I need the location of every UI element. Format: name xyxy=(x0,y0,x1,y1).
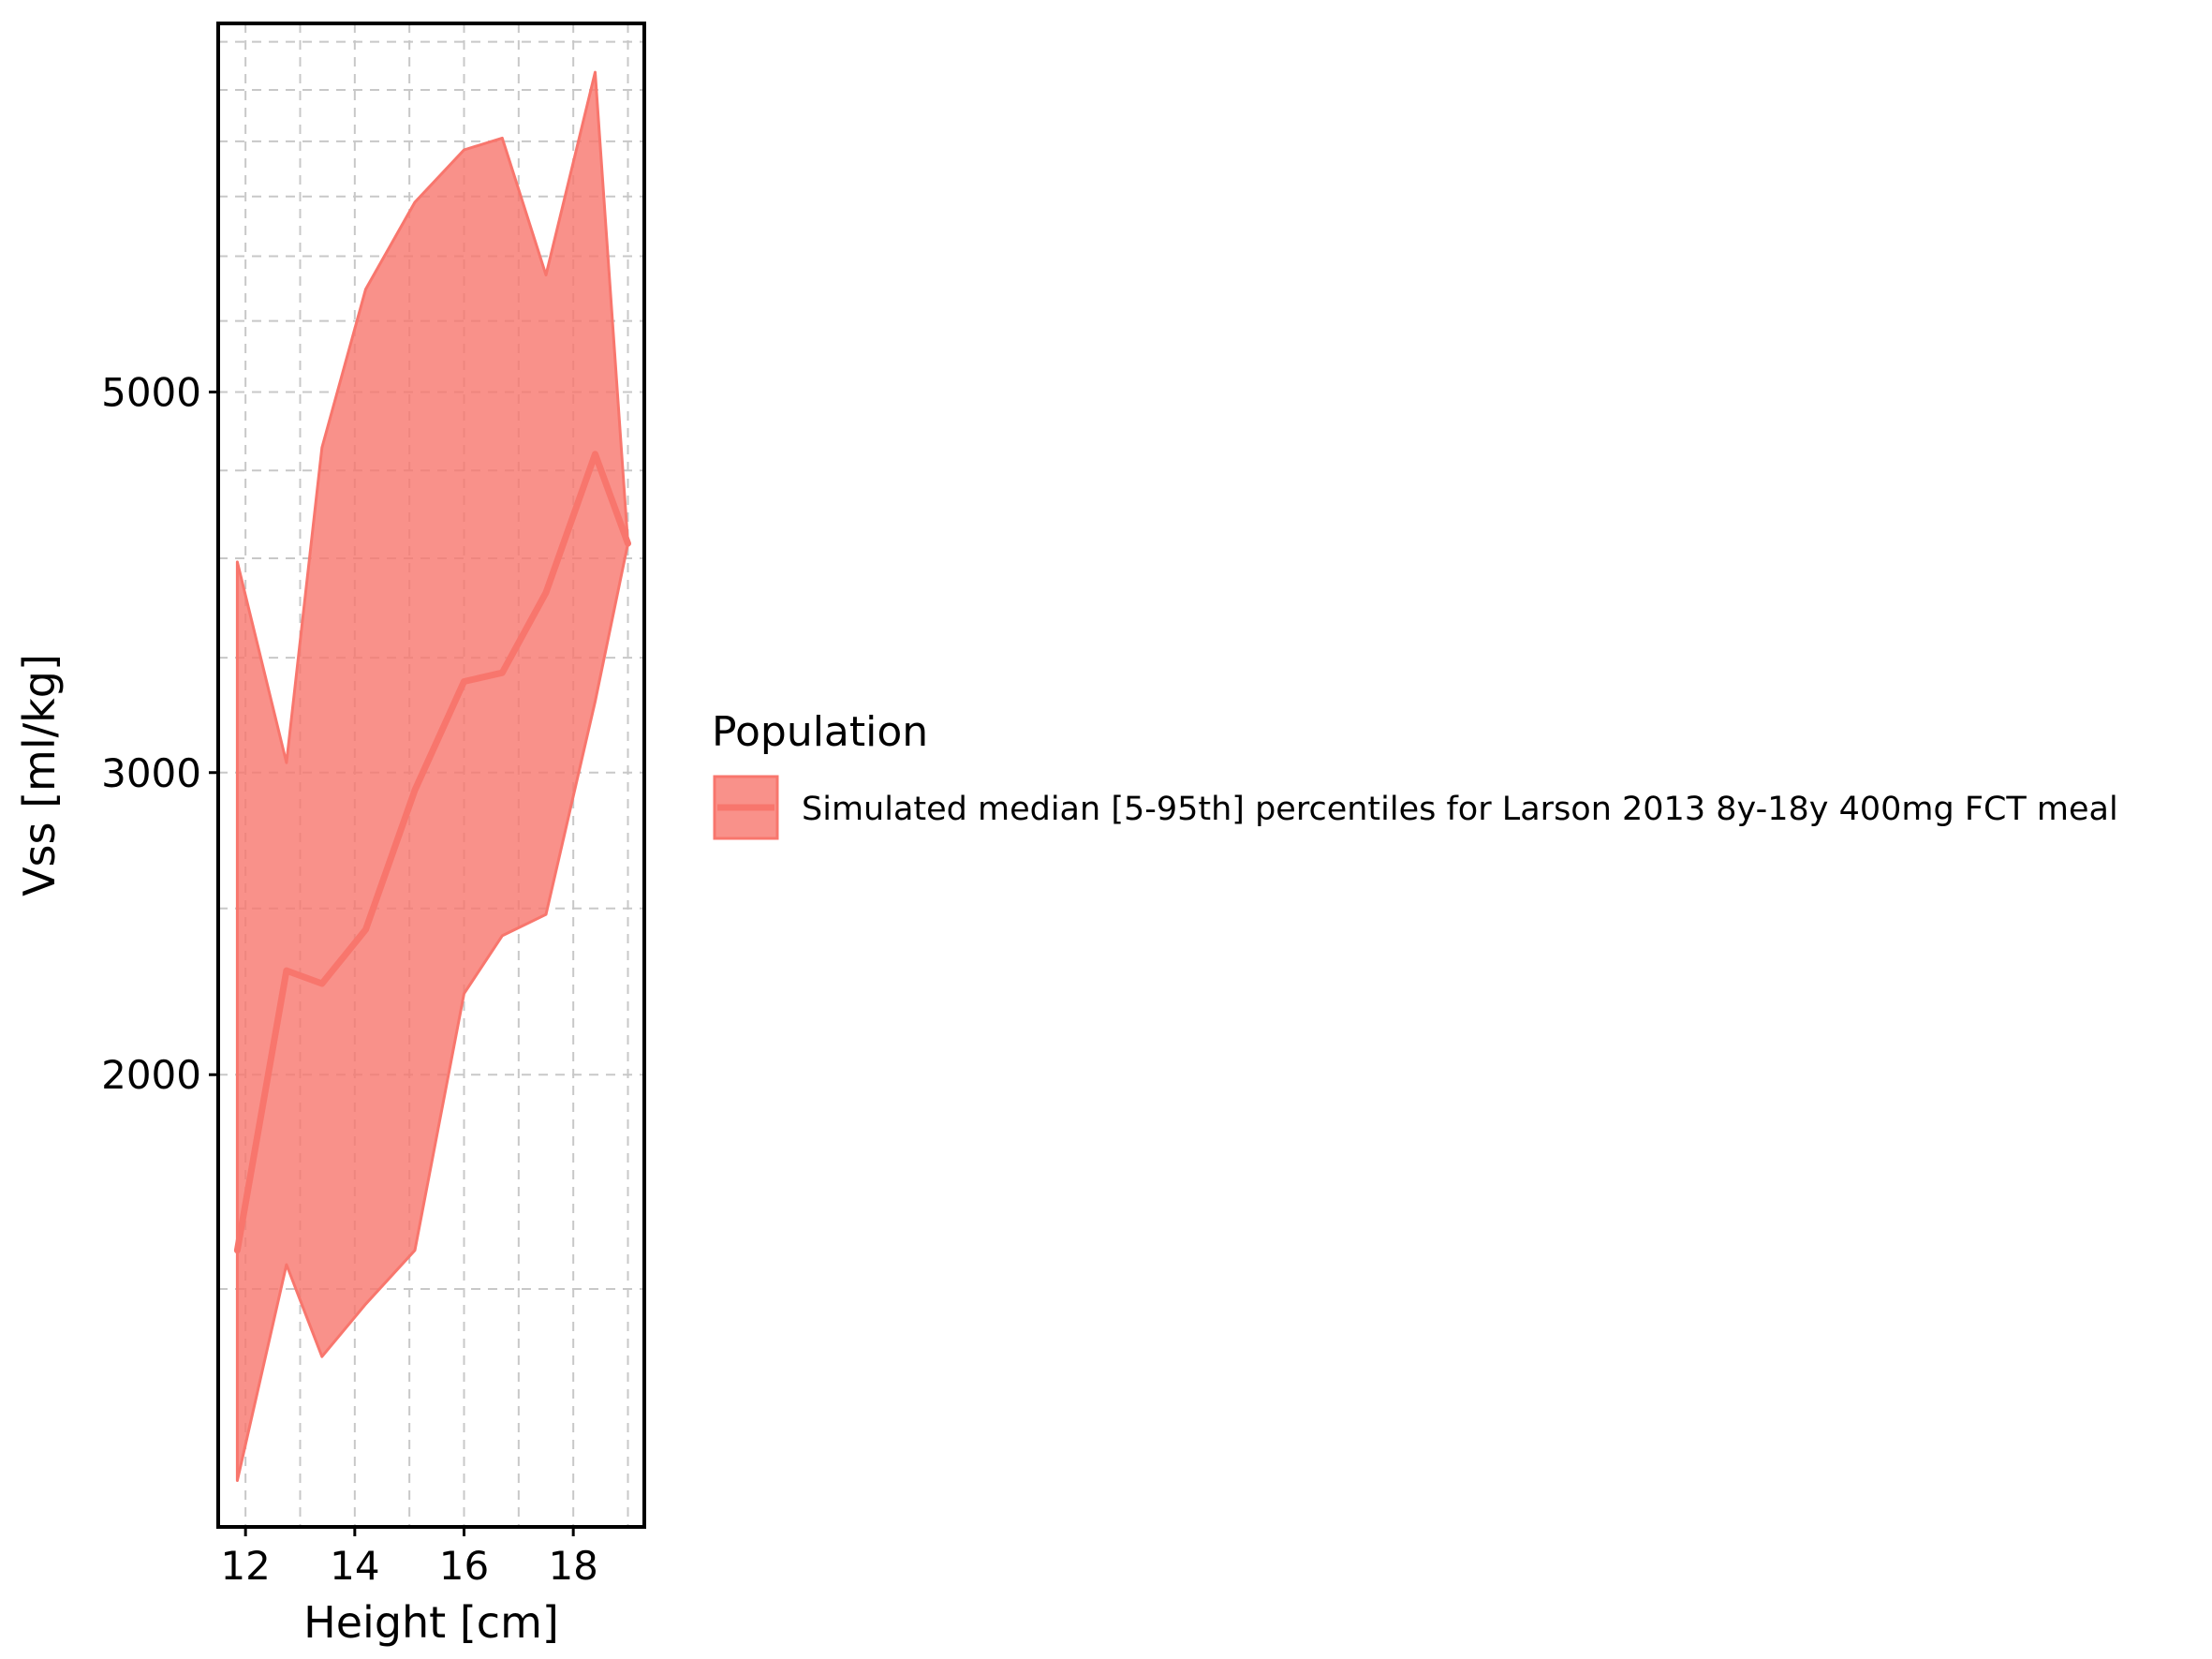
chart-marks xyxy=(233,70,631,1482)
median-line xyxy=(233,451,631,1254)
y-axis-label: Vss [ml/kg] xyxy=(14,654,65,896)
y-tick-label: 2000 xyxy=(101,1052,201,1098)
y-tick-label: 3000 xyxy=(101,750,201,796)
x-tick-label: 12 xyxy=(220,1543,270,1589)
legend: Population Simulated median [5-95th] per… xyxy=(712,708,2118,840)
legend-label: Simulated median [5-95th] percentiles fo… xyxy=(802,791,2118,828)
x-tick-label: 18 xyxy=(548,1543,597,1589)
y-tick-label: 5000 xyxy=(101,369,201,415)
plot-border xyxy=(216,22,646,1529)
legend-title: Population xyxy=(712,708,928,756)
x-tick-label: 14 xyxy=(330,1543,379,1589)
x-tick-label: 16 xyxy=(439,1543,489,1589)
percentile-ribbon xyxy=(235,70,629,1482)
x-axis-label: Height [cm] xyxy=(303,1597,559,1648)
axes: 12 14 16 18 2000 3000 5000 xyxy=(101,369,598,1589)
